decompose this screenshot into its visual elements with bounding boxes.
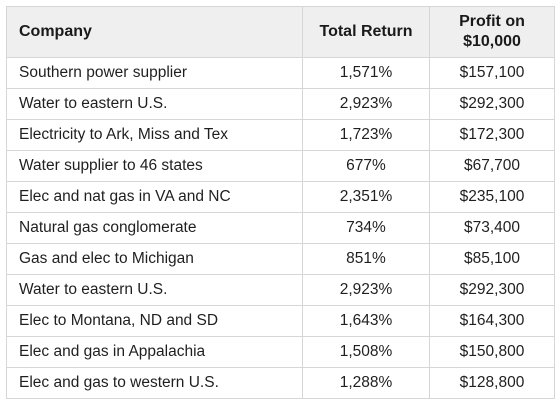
header-row: Company Total Return Profit on $10,000 <box>6 6 555 58</box>
table-body: Southern power supplier 1,571% $157,100 Wat… <box>6 57 555 399</box>
cell-company: Natural gas conglomerate <box>6 212 303 244</box>
cell-profit: $292,300 <box>429 274 555 306</box>
cell-total-return: 734% <box>302 212 430 244</box>
header-total-return: Total Return <box>302 6 430 58</box>
table-row: Electricity to Ark, Miss and Tex 1,723% $1… <box>6 119 555 151</box>
cell-profit: $292,300 <box>429 88 555 120</box>
cell-profit: $150,800 <box>429 336 555 368</box>
table-row: Water supplier to 46 states 677% $67,700 <box>6 150 555 182</box>
cell-company: Water supplier to 46 states <box>6 150 303 182</box>
cell-profit: $172,300 <box>429 119 555 151</box>
returns-table: Company Total Return Profit on $10,000 S… <box>6 6 555 399</box>
cell-profit: $157,100 <box>429 57 555 89</box>
table-row: Southern power supplier 1,571% $157,100 <box>6 57 555 89</box>
cell-company: Gas and elec to Michigan <box>6 243 303 275</box>
table-row: Elec to Montana, ND and SD 1,643% $164,300 <box>6 305 555 337</box>
cell-company: Water to eastern U.S. <box>6 88 303 120</box>
header-profit-line1: Profit on <box>459 13 525 30</box>
table-row: Elec and nat gas in VA and NC 2,351% $235,… <box>6 181 555 213</box>
table-row: Gas and elec to Michigan 851% $85,100 <box>6 243 555 275</box>
cell-profit: $235,100 <box>429 181 555 213</box>
cell-profit: $73,400 <box>429 212 555 244</box>
table-row: Elec and gas in Appalachia 1,508% $150,800 <box>6 336 555 368</box>
cell-company: Elec to Montana, ND and SD <box>6 305 303 337</box>
table-container: Company Total Return Profit on $10,000 S… <box>6 6 555 399</box>
cell-profit: $67,700 <box>429 150 555 182</box>
cell-profit: $164,300 <box>429 305 555 337</box>
cell-company: Electricity to Ark, Miss and Tex <box>6 119 303 151</box>
cell-profit: $128,800 <box>429 367 555 399</box>
cell-total-return: 677% <box>302 150 430 182</box>
cell-total-return: 851% <box>302 243 430 275</box>
table-header: Company Total Return Profit on $10,000 <box>6 6 555 58</box>
cell-profit: $85,100 <box>429 243 555 275</box>
cell-company: Southern power supplier <box>6 57 303 89</box>
header-company: Company <box>6 6 303 58</box>
table-row: Water to eastern U.S. 2,923% $292,300 <box>6 88 555 120</box>
cell-company: Elec and gas in Appalachia <box>6 336 303 368</box>
cell-company: Water to eastern U.S. <box>6 274 303 306</box>
cell-total-return: 1,571% <box>302 57 430 89</box>
cell-total-return: 1,723% <box>302 119 430 151</box>
cell-total-return: 1,508% <box>302 336 430 368</box>
table-row: Water to eastern U.S. 2,923% $292,300 <box>6 274 555 306</box>
cell-total-return: 2,923% <box>302 274 430 306</box>
table-row: Natural gas conglomerate 734% $73,400 <box>6 212 555 244</box>
cell-total-return: 1,643% <box>302 305 430 337</box>
cell-total-return: 1,288% <box>302 367 430 399</box>
cell-company: Elec and gas to western U.S. <box>6 367 303 399</box>
header-profit-line2: $10,000 <box>463 33 521 50</box>
table-row: Elec and gas to western U.S. 1,288% $128,8… <box>6 367 555 399</box>
cell-company: Elec and nat gas in VA and NC <box>6 181 303 213</box>
cell-total-return: 2,351% <box>302 181 430 213</box>
cell-total-return: 2,923% <box>302 88 430 120</box>
header-profit: Profit on $10,000 <box>429 6 555 58</box>
